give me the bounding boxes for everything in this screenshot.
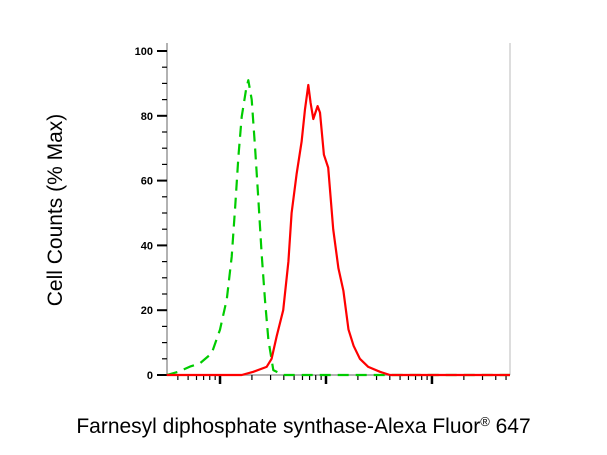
sample-histogram-line: [166, 83, 510, 377]
series-group: [166, 79, 510, 377]
y-tick-label: 80: [141, 111, 153, 123]
x-axis-label-suffix: 647: [489, 415, 531, 438]
x-axis-label: Farnesyl diphosphate synthase-Alexa Fluo…: [0, 414, 607, 439]
y-tick-label: 100: [135, 46, 153, 58]
y-tick-label: 60: [141, 176, 153, 188]
y-tick-label: 0: [147, 370, 153, 382]
registered-mark: ®: [480, 414, 490, 429]
y-tick-label: 20: [141, 305, 153, 317]
x-axis-label-text: Farnesyl diphosphate synthase-Alexa Fluo…: [76, 415, 481, 438]
control-histogram-line: [166, 79, 510, 377]
y-tick-label: 40: [141, 240, 153, 252]
y-axis-label: Cell Counts (% Max): [44, 113, 67, 307]
axes: 0 20 40 60 80 100: [135, 43, 511, 384]
